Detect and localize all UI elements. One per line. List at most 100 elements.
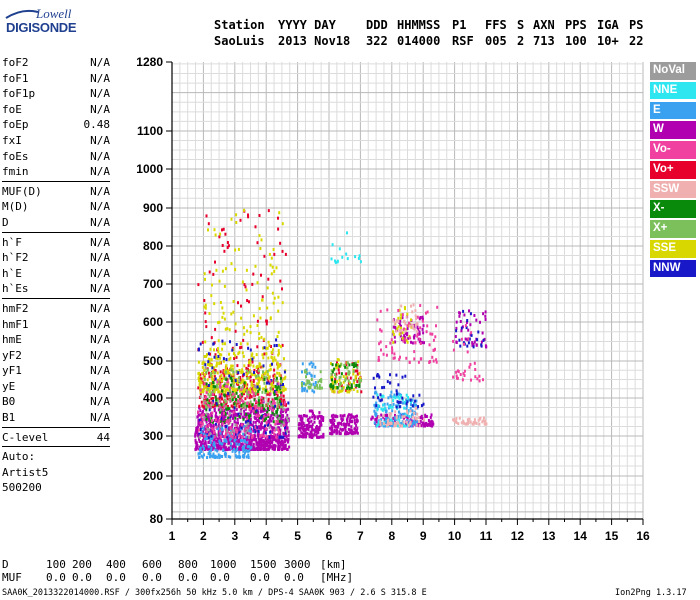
data-point-ssw <box>416 322 419 326</box>
data-point-nnw <box>398 405 401 409</box>
data-point-sse <box>217 339 220 343</box>
data-point-nnw <box>278 435 281 439</box>
data-point-nnw <box>221 339 224 343</box>
data-point-vo- <box>459 373 462 376</box>
data-point-w <box>252 420 255 424</box>
parameter-row: B0 N/A <box>2 395 110 411</box>
parameter-row: yE N/A <box>2 380 110 396</box>
data-point-w <box>454 335 457 338</box>
data-point-x- <box>267 415 270 418</box>
parameter-row: foF1p N/A <box>2 87 110 103</box>
data-point-x- <box>310 378 313 381</box>
data-point-e <box>247 453 250 457</box>
data-point-w <box>406 333 408 337</box>
data-point-sse <box>270 256 273 260</box>
data-point-e <box>244 440 246 443</box>
data-point-vo- <box>414 341 417 345</box>
data-point-vo- <box>199 388 202 392</box>
data-point-x- <box>257 404 260 408</box>
data-point-w <box>261 426 264 430</box>
data-point-x- <box>231 391 234 394</box>
data-point-nnw <box>222 357 225 361</box>
data-point-w <box>220 439 223 443</box>
data-point-x- <box>260 414 263 418</box>
data-point-ssw <box>389 412 392 416</box>
data-point-w <box>463 313 466 317</box>
data-point-x- <box>300 382 303 385</box>
data-point-sse <box>357 360 360 364</box>
data-point-vo- <box>413 357 416 361</box>
data-point-x- <box>334 381 337 385</box>
data-point-w <box>276 415 279 419</box>
data-point-e <box>231 449 234 453</box>
data-point-vo- <box>233 357 236 360</box>
data-point-x- <box>206 368 209 372</box>
data-point-sse <box>277 351 280 355</box>
data-point-e <box>410 424 413 427</box>
data-point-w <box>259 447 262 451</box>
data-point-vo- <box>416 334 419 338</box>
data-point-w <box>404 415 407 419</box>
muf-unit: [MHz] <box>320 571 354 584</box>
data-point-x- <box>210 391 213 395</box>
data-point-w <box>314 415 317 419</box>
data-point-vo- <box>265 421 268 425</box>
data-point-nnw <box>395 392 398 396</box>
parameter-name: fmin <box>2 165 29 179</box>
data-point-sse <box>223 369 226 373</box>
data-point-w <box>212 425 215 429</box>
data-point-sse <box>199 384 202 388</box>
data-point-sse <box>400 326 402 330</box>
data-point-e <box>413 420 416 424</box>
logo-lowell-text: Lowell <box>36 6 72 21</box>
muf-value: 0.0 <box>142 571 162 584</box>
data-point-vo- <box>246 299 249 302</box>
data-point-w <box>201 434 204 437</box>
data-point-sse <box>214 388 217 392</box>
data-point-noval <box>286 416 288 420</box>
data-point-vo- <box>205 425 208 429</box>
data-point-sse <box>278 343 281 347</box>
data-point-w <box>202 430 204 434</box>
data-point-vo- <box>398 357 401 361</box>
data-point-w <box>329 426 331 430</box>
data-point-w <box>210 442 213 446</box>
data-point-e <box>401 401 404 405</box>
data-point-sse <box>400 313 403 317</box>
data-point-sse <box>232 372 235 376</box>
data-point-x- <box>237 395 240 399</box>
data-point-sse <box>272 301 275 305</box>
data-point-w <box>308 416 311 420</box>
data-point-vo- <box>246 367 249 371</box>
data-point-vo- <box>226 246 229 249</box>
data-point-sse <box>268 344 271 348</box>
data-point-x- <box>206 405 209 409</box>
data-point-e <box>198 451 201 455</box>
data-point-w <box>270 440 273 444</box>
parameter-divider <box>2 297 110 299</box>
data-point-w <box>249 441 252 445</box>
data-point-x- <box>221 389 224 393</box>
data-point-w <box>273 435 276 439</box>
data-point-w <box>342 414 345 418</box>
data-point-x- <box>221 403 224 407</box>
data-point-x- <box>318 379 321 382</box>
data-point-sse <box>258 332 261 336</box>
data-point-vo- <box>257 407 260 411</box>
data-point-e <box>242 449 245 453</box>
data-point-e <box>399 412 402 416</box>
data-point-w <box>422 421 425 425</box>
data-point-sse <box>230 364 233 368</box>
data-point-w <box>334 415 337 419</box>
data-point-nnw <box>472 345 475 349</box>
data-point-w <box>210 424 213 428</box>
data-point-vo- <box>209 352 211 356</box>
data-point-ssw <box>415 417 418 421</box>
data-point-e <box>303 388 306 392</box>
data-point-e <box>397 414 400 418</box>
data-point-ssw <box>414 323 417 327</box>
data-point-e <box>227 455 230 459</box>
data-point-x- <box>314 386 316 390</box>
data-point-w <box>276 440 279 444</box>
data-point-w <box>278 426 281 430</box>
